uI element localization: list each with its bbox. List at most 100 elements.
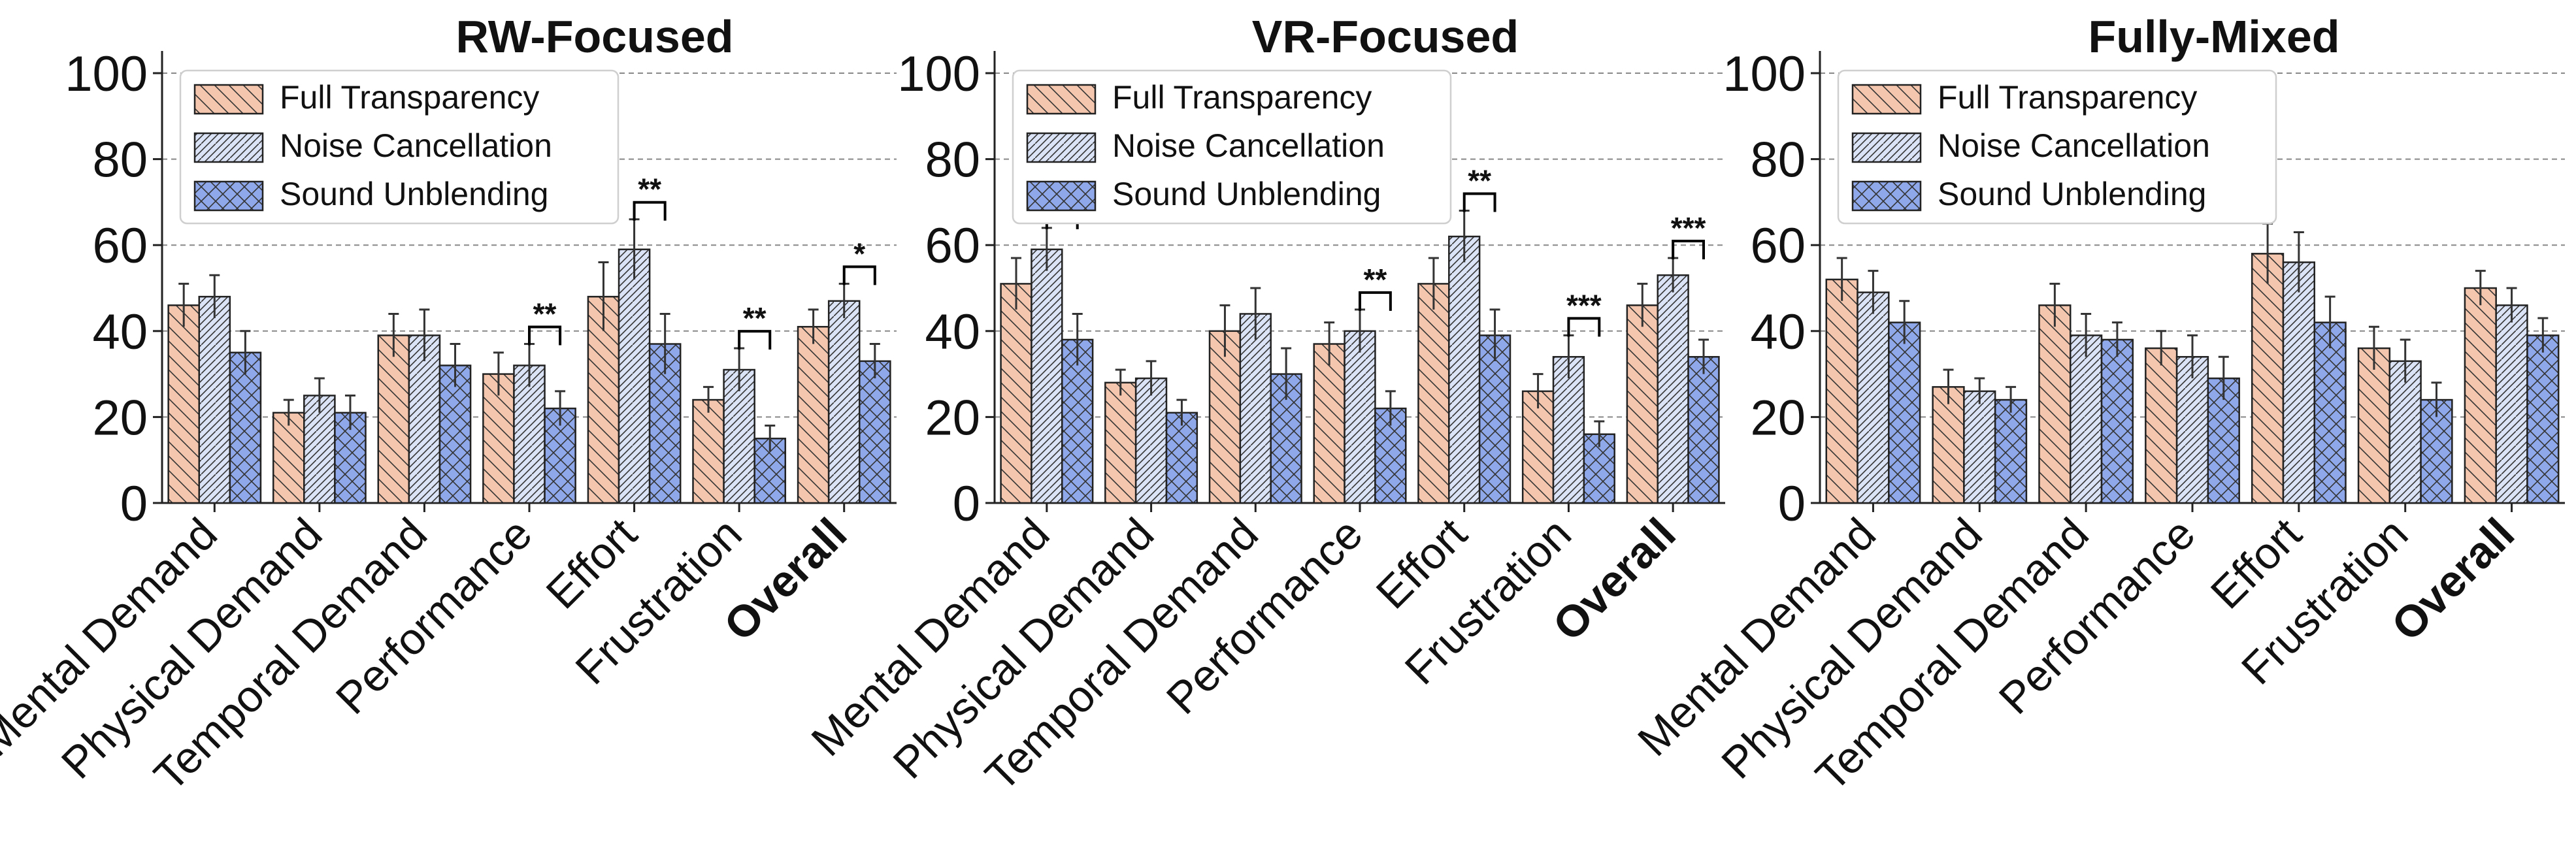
legend-label: Noise Cancellation bbox=[280, 127, 552, 164]
y-tick-label: 60 bbox=[925, 218, 980, 274]
significance-label: *** bbox=[1671, 211, 1706, 245]
significance-label: *** bbox=[1566, 288, 1602, 322]
bar-noise-cancellation-frustration bbox=[2388, 360, 2422, 504]
bar-noise-cancellation-frustration bbox=[723, 368, 755, 504]
y-tick-label: 0 bbox=[1778, 476, 1806, 532]
y-tick-label: 20 bbox=[1750, 390, 1806, 445]
legend-swatch-noise-cancellation bbox=[193, 132, 264, 163]
bar-noise-cancellation-physical-demand bbox=[1963, 390, 1996, 504]
y-tick-label: 100 bbox=[65, 46, 148, 102]
y-tick-label: 100 bbox=[897, 46, 980, 102]
bar-noise-cancellation-temporal-demand bbox=[2070, 334, 2103, 504]
significance-label: ** bbox=[638, 172, 661, 206]
y-tick-label: 100 bbox=[1723, 46, 1806, 102]
significance-bracket bbox=[528, 325, 562, 346]
bar-full-transparency-mental-demand bbox=[1000, 283, 1032, 504]
significance-bracket bbox=[1672, 239, 1705, 259]
significance-bracket bbox=[842, 265, 876, 285]
bar-noise-cancellation-performance bbox=[2175, 356, 2209, 504]
y-tick-label: 60 bbox=[92, 218, 148, 274]
significance-label: ** bbox=[1364, 263, 1387, 297]
bar-full-transparency-overall bbox=[1626, 304, 1659, 504]
bar-sound-unblending-temporal-demand bbox=[1270, 373, 1302, 504]
bar-noise-cancellation-mental-demand bbox=[198, 295, 231, 504]
y-tick-label: 40 bbox=[92, 304, 148, 360]
legend-label: Sound Unblending bbox=[1938, 176, 2206, 212]
bar-full-transparency-frustration bbox=[1521, 390, 1555, 504]
bar-noise-cancellation-overall bbox=[1657, 274, 1689, 504]
legend: Full Transparency Noise Cancellation Sound… bbox=[1012, 69, 1452, 225]
bar-full-transparency-frustration bbox=[692, 398, 725, 504]
bar-noise-cancellation-frustration bbox=[1552, 356, 1585, 504]
legend-label: Full Transparency bbox=[280, 79, 539, 116]
significance-label: ** bbox=[533, 297, 557, 331]
bar-sound-unblending-physical-demand bbox=[1994, 398, 2028, 504]
bar-full-transparency-frustration bbox=[2357, 347, 2391, 504]
y-tick-label: 0 bbox=[953, 476, 980, 532]
y-tick-label: 80 bbox=[925, 133, 980, 188]
y-tick-label: 80 bbox=[92, 133, 148, 188]
bar-full-transparency-performance bbox=[1313, 343, 1346, 504]
bar-noise-cancellation-overall bbox=[2495, 304, 2528, 504]
bar-sound-unblending-mental-demand bbox=[229, 351, 262, 504]
bar-full-transparency-physical-demand bbox=[1932, 386, 1965, 504]
legend-swatch-noise-cancellation bbox=[1026, 132, 1097, 163]
chart-title: VR-Focused bbox=[1252, 11, 1519, 62]
bar-sound-unblending-mental-demand bbox=[1061, 338, 1094, 504]
significance-label: * bbox=[853, 236, 865, 270]
bar-noise-cancellation-effort bbox=[1448, 235, 1481, 504]
legend-box bbox=[1837, 69, 2277, 225]
bar-noise-cancellation-performance bbox=[513, 364, 546, 504]
bar-full-transparency-temporal-demand bbox=[377, 334, 410, 504]
legend-swatch-full-transparency bbox=[1851, 84, 1922, 115]
bar-sound-unblending-mental-demand bbox=[1888, 321, 1921, 504]
y-tick-label: 60 bbox=[1750, 218, 1806, 274]
bar-full-transparency-temporal-demand bbox=[2038, 304, 2072, 504]
legend: Full Transparency Noise Cancellation Sound… bbox=[179, 69, 619, 225]
bar-noise-cancellation-overall bbox=[827, 300, 861, 504]
bar-sound-unblending-overall bbox=[1687, 356, 1720, 504]
significance-bracket bbox=[1359, 291, 1392, 311]
bar-sound-unblending-overall bbox=[2526, 334, 2560, 504]
bar-full-transparency-physical-demand bbox=[1104, 381, 1137, 504]
bar-full-transparency-mental-demand bbox=[167, 304, 200, 504]
legend-label: Sound Unblending bbox=[1112, 176, 1381, 212]
significance-bracket bbox=[633, 201, 667, 221]
legend-swatch-sound-unblending bbox=[1026, 180, 1097, 212]
y-tick-label: 0 bbox=[120, 476, 148, 532]
bar-noise-cancellation-physical-demand bbox=[1134, 377, 1168, 504]
bar-noise-cancellation-effort bbox=[2282, 261, 2315, 504]
legend-label: Full Transparency bbox=[1938, 79, 2197, 116]
bar-noise-cancellation-effort bbox=[618, 248, 651, 504]
bar-noise-cancellation-mental-demand bbox=[1857, 291, 1890, 504]
bar-sound-unblending-effort bbox=[2313, 321, 2347, 504]
legend-swatch-full-transparency bbox=[193, 84, 264, 115]
significance-label: ** bbox=[1468, 164, 1491, 198]
significance-bracket bbox=[738, 330, 772, 350]
bar-noise-cancellation-mental-demand bbox=[1031, 248, 1063, 504]
legend-swatch-sound-unblending bbox=[193, 180, 264, 212]
legend: Full Transparency Noise Cancellation Sound… bbox=[1837, 69, 2277, 225]
bar-sound-unblending-temporal-demand bbox=[2100, 338, 2134, 504]
y-tick-label: 20 bbox=[925, 390, 980, 445]
bar-sound-unblending-effort bbox=[1478, 334, 1511, 504]
bar-full-transparency-overall bbox=[2464, 287, 2497, 504]
legend-box bbox=[179, 69, 619, 225]
chart-title: Fully-Mixed bbox=[2088, 11, 2339, 62]
legend-swatch-full-transparency bbox=[1026, 84, 1097, 115]
bar-full-transparency-physical-demand bbox=[272, 412, 305, 504]
y-tick-label: 40 bbox=[925, 304, 980, 360]
legend-swatch-noise-cancellation bbox=[1851, 132, 1922, 163]
bar-full-transparency-overall bbox=[797, 325, 830, 504]
legend-box bbox=[1012, 69, 1452, 225]
chart-title: RW-Focused bbox=[455, 11, 733, 62]
bar-full-transparency-effort bbox=[1417, 283, 1450, 504]
bar-sound-unblending-physical-demand bbox=[1165, 412, 1198, 504]
legend-label: Full Transparency bbox=[1112, 79, 1372, 116]
legend-swatch-sound-unblending bbox=[1851, 180, 1922, 212]
